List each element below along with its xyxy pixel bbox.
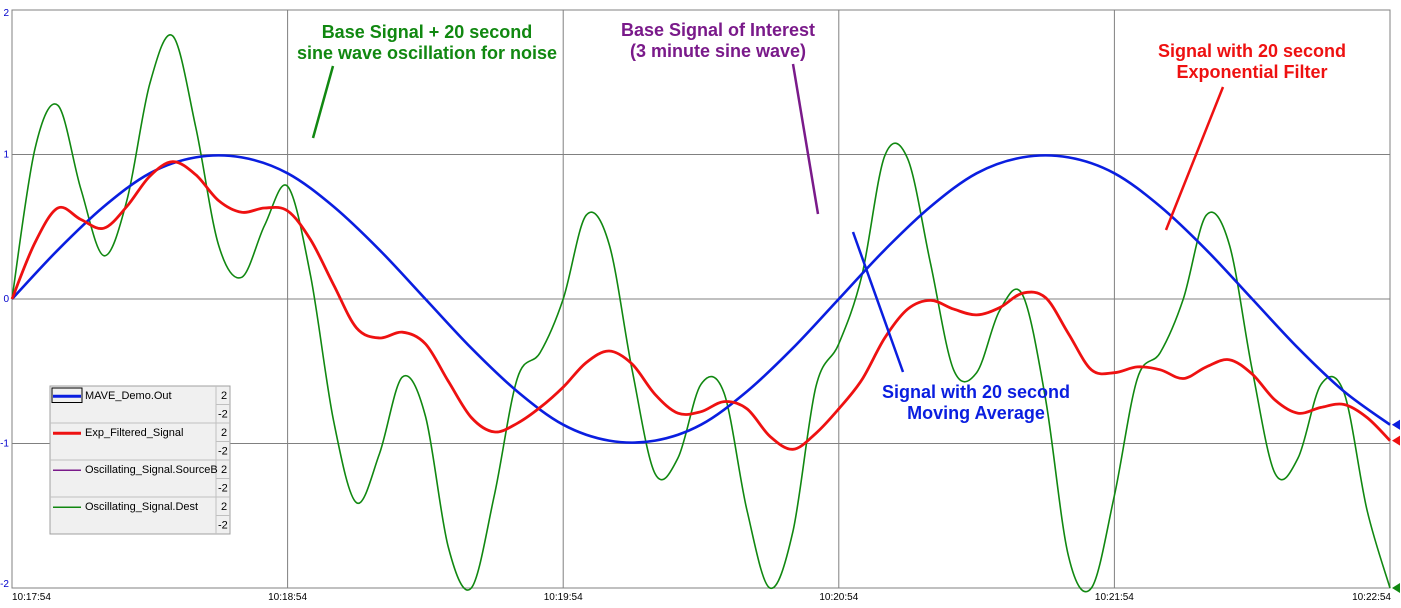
- annotation-text: (3 minute sine wave): [630, 41, 806, 61]
- series-line-exp-filtered-signal: [10, 160, 1391, 451]
- x-tick-label: 10:22:54: [1352, 592, 1391, 603]
- x-tick-label: 10:17:54: [12, 592, 51, 603]
- series-line-oscillating-signal-dest: [11, 34, 1391, 593]
- legend-min-value: -2: [218, 446, 228, 458]
- legend-max-value: 2: [221, 501, 227, 513]
- annotation-pointer-line: [1164, 86, 1225, 231]
- x-tick-label: 10:21:54: [1095, 592, 1134, 603]
- series-end-marker: [1392, 583, 1400, 593]
- legend-entry[interactable]: Exp_Filtered_Signal 2 -2: [50, 422, 230, 458]
- legend-min-value: -2: [218, 483, 228, 495]
- annotation-text: Exponential Filter: [1176, 62, 1327, 82]
- series-line-mave-demo-out: [11, 154, 1391, 444]
- legend-max-value: 2: [221, 427, 227, 439]
- y-tick-label: 2: [3, 8, 9, 19]
- y-tick-label: 0: [3, 294, 9, 305]
- series-layer: [10, 34, 1400, 593]
- annotation-text: sine wave oscillation for noise: [297, 43, 557, 63]
- legend-entry[interactable]: MAVE_Demo.Out 2 -2: [51, 387, 230, 421]
- axis-layer: 10:17:54 10:18:54 10:19:54 10:20:54 10:21:54…: [0, 8, 1391, 603]
- legend-selection-box: [51, 387, 83, 403]
- y-tick-label: -2: [0, 579, 9, 590]
- legend-max-value: 2: [221, 390, 227, 402]
- x-tick-label: 10:18:54: [268, 592, 307, 603]
- annotation-pointer-line: [851, 231, 905, 373]
- legend-min-value: -2: [218, 409, 228, 421]
- annotation-pointer-line: [791, 63, 820, 215]
- annotation-text: Base Signal + 20 second: [322, 22, 533, 42]
- series-end-marker: [1392, 419, 1400, 430]
- annotation-text: Base Signal of Interest: [621, 20, 815, 40]
- x-tick-label: 10:19:54: [544, 592, 583, 603]
- x-tick-label: 10:20:54: [819, 592, 858, 603]
- legend-series-name: Exp_Filtered_Signal: [85, 427, 183, 439]
- series-end-marker: [1392, 435, 1400, 446]
- annotation-text: Moving Average: [907, 403, 1045, 423]
- legend-entry[interactable]: Oscillating_Signal.Dest 2 -2: [50, 496, 230, 532]
- y-tick-label: -1: [0, 439, 9, 450]
- legend-max-value: 2: [221, 464, 227, 476]
- legend-min-value: -2: [218, 520, 228, 532]
- annotation-pointer-line: [311, 65, 335, 139]
- legend-entry[interactable]: Oscillating_Signal.SourceB 2 -2: [50, 459, 230, 495]
- annotation-text: Signal with 20 second: [1158, 41, 1346, 61]
- legend-series-name: Oscillating_Signal.SourceB: [85, 464, 218, 476]
- y-tick-label: 1: [3, 150, 9, 161]
- annotation-text: Signal with 20 second: [882, 382, 1070, 402]
- legend-series-name: Oscillating_Signal.Dest: [85, 501, 198, 513]
- legend-series-name: MAVE_Demo.Out: [85, 390, 172, 402]
